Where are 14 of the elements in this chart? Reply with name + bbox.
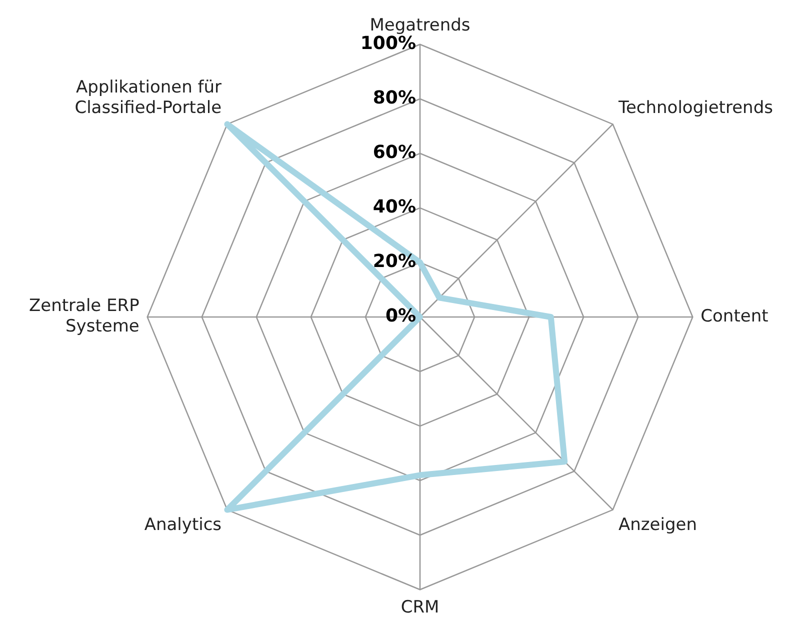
spoke-label: Technologietrends bbox=[617, 98, 774, 118]
y-tick-label: 100% bbox=[360, 33, 416, 54]
spoke-label: Analytics bbox=[144, 515, 222, 536]
spoke-label: Zentrale ERP Systeme bbox=[29, 296, 140, 337]
spoke-label: Content bbox=[700, 306, 769, 326]
y-tick-label: 0% bbox=[385, 306, 416, 327]
y-tick-label: 60% bbox=[372, 142, 416, 164]
spoke-label: Applikationen für Classified-Portale bbox=[74, 77, 222, 118]
y-tick-label: 80% bbox=[372, 88, 416, 109]
spoke-label: Anzeigen bbox=[618, 515, 697, 536]
y-tick-label: 40% bbox=[372, 196, 416, 218]
spoke-label: CRM bbox=[400, 597, 440, 618]
y-tick-label: 20% bbox=[372, 251, 416, 272]
spoke-label: Megatrends bbox=[370, 16, 470, 36]
